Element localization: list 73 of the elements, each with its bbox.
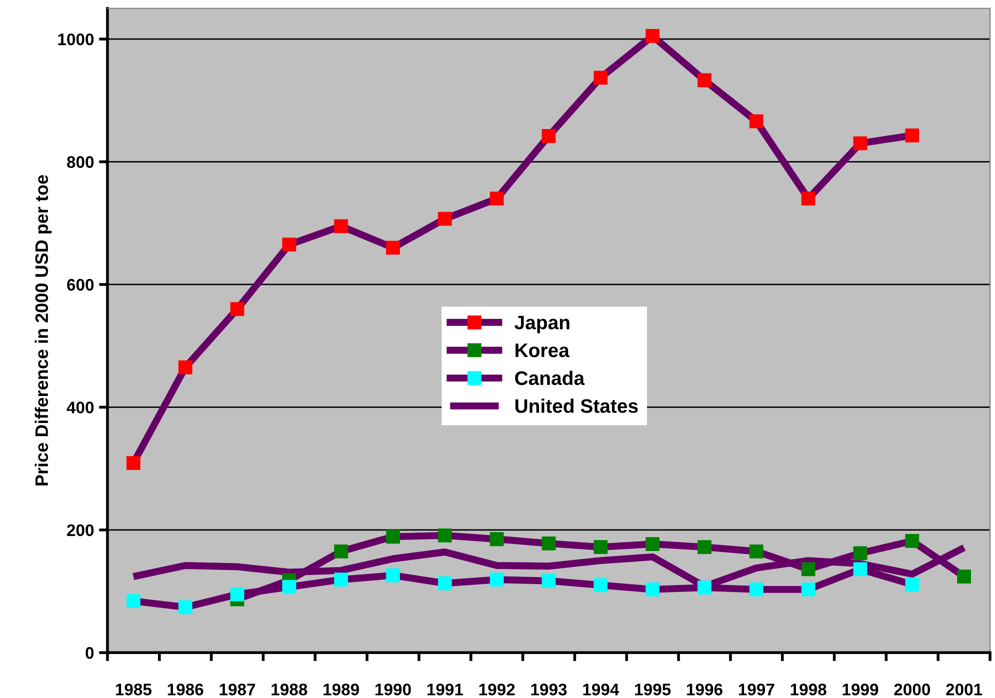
x-tick-label: 1991 — [427, 684, 463, 696]
point — [905, 578, 920, 592]
point — [438, 212, 452, 226]
point — [126, 456, 140, 470]
point — [853, 136, 868, 150]
point — [594, 70, 608, 85]
x-tick-label: 1998 — [790, 684, 826, 696]
point — [594, 540, 608, 554]
point — [542, 536, 556, 550]
y-tick-label: 1000 — [58, 33, 94, 46]
point — [178, 360, 192, 374]
legend-label: Korea — [516, 344, 570, 358]
point — [801, 192, 816, 206]
point — [749, 544, 764, 558]
point — [749, 114, 764, 128]
x-tick-label: 1988 — [272, 684, 308, 696]
point — [542, 574, 556, 588]
point — [126, 594, 140, 608]
legend-label: United States — [515, 398, 638, 413]
point — [334, 219, 348, 234]
point — [594, 578, 608, 592]
point — [438, 576, 452, 590]
point — [542, 129, 556, 143]
point — [646, 582, 660, 596]
point — [698, 580, 712, 595]
x-tick-label: 2000 — [894, 684, 930, 696]
y-tick-label: 400 — [66, 402, 94, 414]
x-tick-label: 1992 — [479, 684, 515, 696]
point — [646, 29, 660, 43]
x-tick-label: 2001 — [946, 684, 982, 696]
point — [801, 582, 816, 596]
point — [334, 544, 348, 558]
point — [386, 568, 400, 582]
legend-label: Canada — [515, 370, 585, 386]
point — [230, 587, 244, 602]
point — [334, 572, 348, 587]
point — [853, 562, 868, 576]
point — [905, 534, 920, 548]
y-tick-label: 800 — [66, 156, 94, 168]
x-tick-label: 1999 — [842, 684, 878, 696]
point — [490, 572, 504, 587]
point — [905, 128, 920, 142]
point — [490, 532, 504, 546]
point — [386, 240, 400, 255]
point — [230, 302, 244, 316]
x-tick-label: 1993 — [531, 684, 567, 696]
point — [853, 546, 868, 560]
x-tick-label: 1996 — [687, 684, 722, 696]
legend-label: Japan — [514, 316, 570, 334]
point — [490, 192, 504, 206]
point — [282, 580, 296, 594]
y-axis-title: Price Difference in 2000 USD per toe — [34, 175, 52, 486]
x-tick-label: 1990 — [376, 684, 411, 696]
x-tick-label: 1985 — [116, 684, 152, 696]
point — [282, 238, 296, 252]
point — [178, 600, 192, 614]
x-tick-label: 1986 — [168, 684, 204, 696]
point — [698, 73, 712, 88]
y-tick-label: 600 — [67, 278, 94, 291]
point — [698, 540, 712, 554]
point — [749, 582, 764, 596]
point — [801, 562, 816, 576]
point — [957, 570, 972, 584]
y-tick-label: 0 — [86, 647, 94, 659]
y-tick-label: 200 — [67, 524, 94, 536]
point — [438, 528, 452, 542]
x-tick-label: 1994 — [583, 684, 620, 696]
point — [646, 537, 660, 551]
x-tick-label: 1989 — [324, 684, 359, 696]
point — [386, 530, 400, 544]
x-tick-label: 1987 — [220, 684, 256, 696]
x-tick-label: 1995 — [635, 684, 671, 696]
x-tick-label: 1997 — [738, 684, 774, 696]
